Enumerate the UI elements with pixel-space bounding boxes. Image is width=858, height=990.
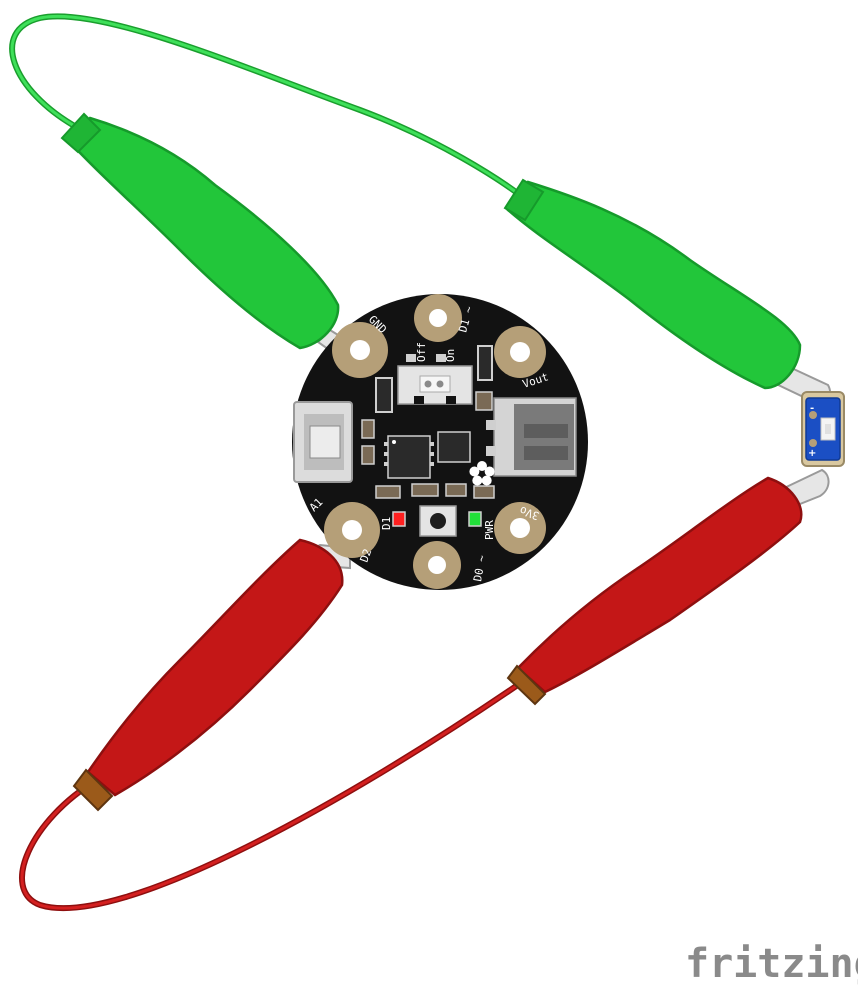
label-d0: D0 ~ [471, 554, 488, 583]
pad-gnd [332, 322, 388, 378]
smd-components [361, 345, 495, 499]
red-alligator-clip-d2 [72, 538, 351, 812]
fritzing-watermark: fritzing [685, 941, 858, 987]
label-off: Off [415, 342, 428, 362]
label-d2: D2 [358, 547, 375, 564]
label-on: On [444, 349, 457, 362]
pad-a1-d2 [324, 502, 380, 558]
pad-vout [494, 326, 546, 378]
label-d1: D1 [380, 517, 393, 530]
red-led-d1 [392, 511, 406, 527]
pad-d1 [414, 294, 462, 342]
jst-battery-connector [486, 397, 577, 477]
green-led-pwr [468, 511, 482, 527]
label-pwr: PWR [483, 520, 496, 540]
microcontroller-chip [384, 435, 434, 479]
led-plus-label: + [808, 448, 816, 459]
reset-button [419, 505, 457, 537]
led-module: - + [801, 391, 845, 467]
green-alligator-clip-gnd [60, 112, 372, 371]
power-switch [397, 365, 473, 405]
micro-usb-connector [293, 401, 353, 483]
led-minus-label: - [810, 403, 814, 414]
adafruit-logo [469, 461, 495, 486]
red-alligator-clip-led [506, 468, 830, 706]
pad-d0 [413, 541, 461, 589]
green-wire [9, 13, 523, 198]
label-3vo: 3Vo [518, 503, 541, 522]
pad-3vo [494, 502, 546, 554]
gemma-board: GND D1 ~ Off On Vout A1 D2 D1 PWR D0 ~ 3… [292, 294, 588, 590]
